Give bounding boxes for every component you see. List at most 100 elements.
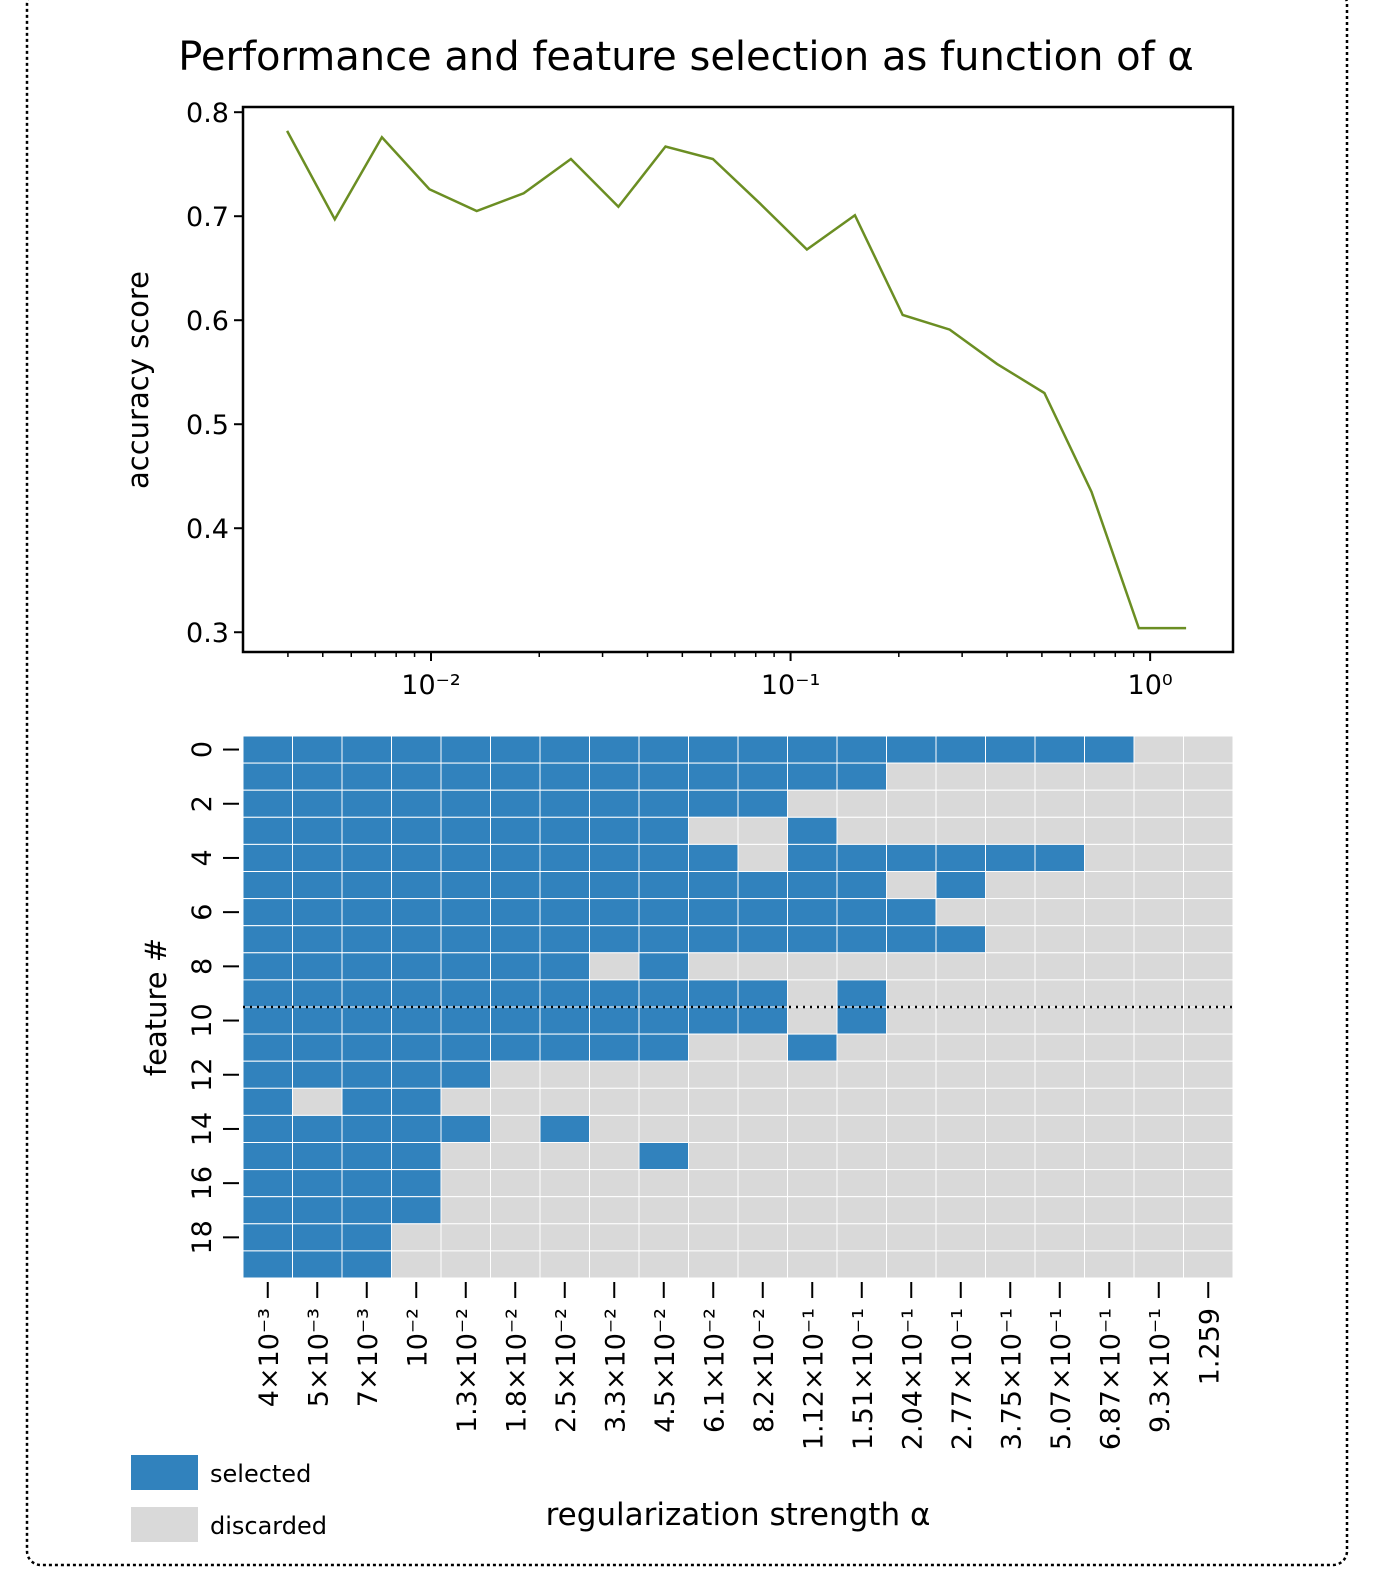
x-tick-label: 7×10⁻³ (353, 1308, 384, 1407)
heatmap-cell (688, 1060, 739, 1089)
heatmap-cell (341, 789, 392, 818)
heatmap-cell (985, 1033, 1036, 1062)
heatmap-cell (638, 1006, 689, 1035)
heatmap-cell (1133, 816, 1184, 845)
heatmap-cell (539, 1223, 590, 1252)
heatmap-cell (886, 952, 937, 981)
heatmap-cell (688, 1114, 739, 1144)
heatmap-cell (836, 735, 887, 764)
heatmap-cell (391, 952, 442, 981)
heatmap-cell (787, 1033, 838, 1062)
heatmap-cell (1034, 1087, 1085, 1116)
heatmap-cell (836, 1060, 887, 1089)
heatmap-cell (440, 1033, 491, 1062)
heatmap-cell (1133, 1196, 1184, 1225)
heatmap-cell (391, 843, 442, 873)
heatmap-cell (886, 871, 937, 900)
heatmap-cell (589, 1060, 640, 1089)
heatmap-cell (836, 898, 887, 927)
heatmap-cell (787, 1250, 838, 1279)
heatmap-cell (1034, 898, 1085, 927)
chart-title: Performance and feature selection as fun… (178, 34, 1194, 80)
heatmap-cell (1034, 1060, 1085, 1089)
heatmap-cell (935, 843, 986, 873)
heatmap-cell (341, 762, 392, 791)
heatmap-cell (886, 735, 937, 764)
heatmap-cell (985, 1250, 1036, 1279)
heatmap-cell (836, 816, 887, 845)
heatmap-cell (242, 871, 293, 900)
heatmap-cell (440, 762, 491, 791)
heatmap-cell (490, 1087, 541, 1116)
heatmap-cell (539, 952, 590, 981)
heatmap-cell (787, 816, 838, 845)
heatmap-cell (440, 735, 491, 764)
heatmap-cell (638, 898, 689, 927)
data-line (285, 130, 1187, 630)
heatmap-cell (1183, 1142, 1234, 1171)
heatmap-cell (836, 1223, 887, 1252)
y-tick-label: 18 (187, 1220, 218, 1254)
heatmap-cell (589, 1250, 640, 1279)
heatmap-cell (787, 898, 838, 927)
heatmap-cell (589, 898, 640, 927)
heatmap-cell (985, 1169, 1036, 1198)
heatmap-cell (490, 1060, 541, 1089)
heatmap-cell (1133, 1060, 1184, 1089)
heatmap-cell (985, 952, 1036, 981)
x-tick-label: 5.07×10⁻¹ (1046, 1308, 1077, 1450)
heatmap-cell (1084, 789, 1135, 818)
heatmap-cell (985, 1006, 1036, 1035)
heatmap-cell (341, 925, 392, 954)
x-tick-label: 1.12×10⁻¹ (798, 1308, 829, 1450)
x-tick-label: 3.75×10⁻¹ (996, 1308, 1027, 1450)
heatmap-cell (242, 1006, 293, 1035)
heatmap-cell (688, 735, 739, 764)
heatmap-cell (935, 1060, 986, 1089)
heatmap-cell (886, 1169, 937, 1198)
x-tick-label: 8.2×10⁻² (749, 1308, 780, 1433)
heatmap-cell (1034, 1142, 1085, 1171)
heatmap-cell (341, 952, 392, 981)
heatmap-cell (539, 1033, 590, 1062)
heatmap-cell (836, 843, 887, 873)
heatmap-cell (935, 952, 986, 981)
heatmap-cell (1133, 1033, 1184, 1062)
heatmap-cell (539, 871, 590, 900)
heatmap-cell (292, 762, 343, 791)
heatmap-cell (242, 816, 293, 845)
heatmap-cell (391, 925, 442, 954)
heatmap-cell (787, 1223, 838, 1252)
y-tick-label: 0.8 (186, 98, 229, 129)
heatmap-cell (1084, 979, 1135, 1008)
heatmap-cell (1133, 979, 1184, 1008)
heatmap-cell (589, 1169, 640, 1198)
heatmap-cell (1133, 1087, 1184, 1116)
heatmap-cell (935, 979, 986, 1008)
heatmap-cell (589, 816, 640, 845)
y-tick-label: 6 (187, 904, 218, 921)
heatmap-cell (440, 1114, 491, 1144)
heatmap-cell (490, 898, 541, 927)
heatmap-cell (589, 952, 640, 981)
heatmap-cell (440, 898, 491, 927)
heatmap-cell (490, 1223, 541, 1252)
heatmap-cell (341, 1142, 392, 1171)
heatmap-cell (935, 735, 986, 764)
heatmap-cell (1084, 816, 1135, 845)
heatmap-cell (737, 1142, 788, 1171)
heatmap-cell (638, 952, 689, 981)
heatmap-cell (1084, 871, 1135, 900)
heatmap-cell (1084, 1196, 1135, 1225)
heatmap-cell (886, 1087, 937, 1116)
heatmap-cell (787, 871, 838, 900)
heatmap-cell (539, 1196, 590, 1225)
heatmap-cell (1084, 735, 1135, 764)
heatmap-cell (737, 735, 788, 764)
heatmap-cell (589, 843, 640, 873)
heatmap-cell (440, 1196, 491, 1225)
heatmap-cell (1183, 1196, 1234, 1225)
heatmap-cell (688, 1006, 739, 1035)
heatmap-cell (242, 1142, 293, 1171)
x-tick-label: 10⁻² (402, 1308, 433, 1367)
